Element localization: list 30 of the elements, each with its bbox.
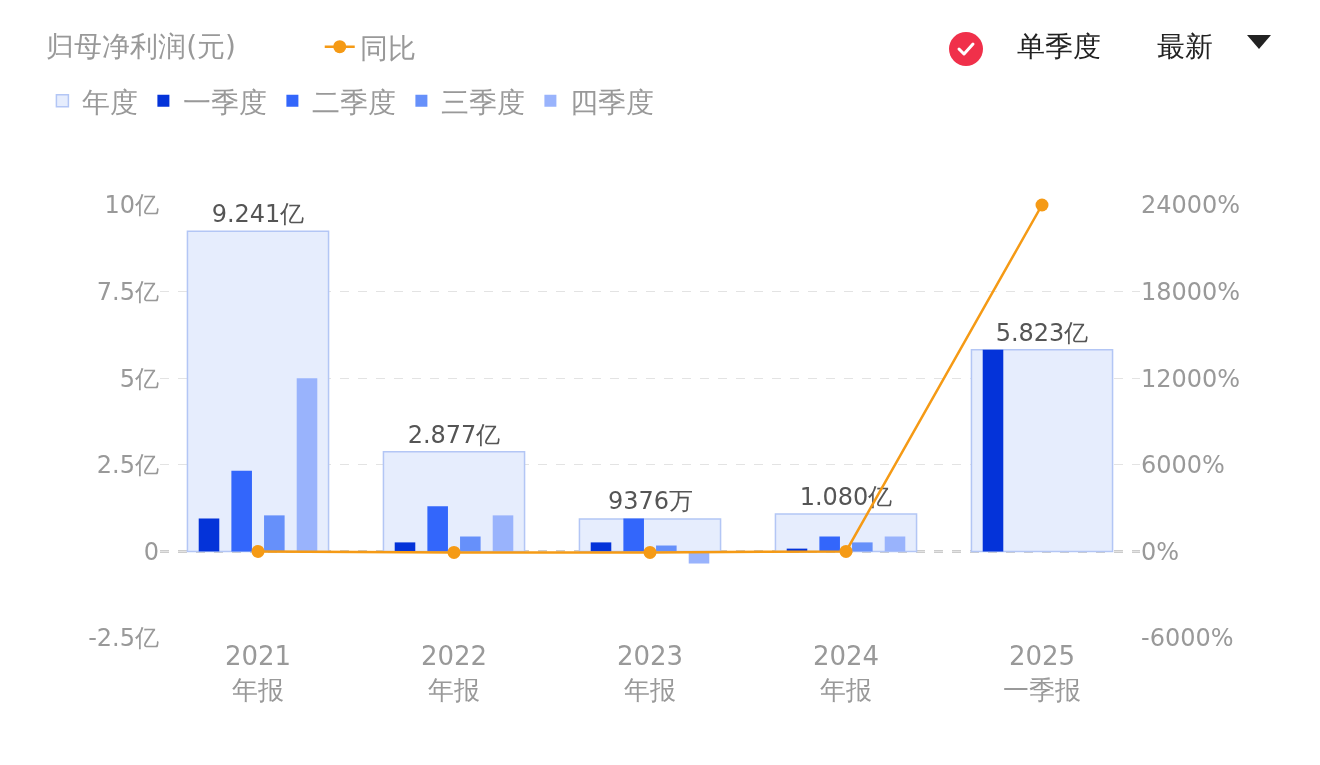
data-label: 5.823亿	[995, 318, 1089, 347]
legend-label: 四季度	[570, 85, 655, 119]
text: 单季度	[1017, 30, 1101, 63]
legend-label: 同比	[359, 31, 416, 65]
data-label: 9.241亿	[211, 200, 305, 229]
x-tick-label: 2022 年报	[420, 641, 488, 705]
data-label: 2.877亿	[407, 420, 501, 449]
legend-label: 二季度	[312, 85, 397, 119]
y2-tick-label: -6000%	[1141, 624, 1234, 653]
legend-label: 一季度	[183, 85, 268, 119]
y2-tick-label: 18000%	[1141, 278, 1241, 306]
y2-tick-label: 0%	[1141, 537, 1180, 566]
chart-title: 归母净利润(元)	[46, 30, 237, 64]
y-tick-label: -2.5亿	[88, 624, 159, 653]
y-tick-label: 10亿	[104, 191, 159, 220]
y-tick-label: 7.5亿	[96, 278, 159, 306]
x-tick-label: 2024 年报	[812, 641, 880, 705]
x-tick-label: 2025 一季报	[1003, 641, 1081, 705]
legend-label: 三季度	[441, 85, 526, 119]
annotation: 9376万	[608, 487, 694, 515]
legend-label: 年度	[82, 85, 139, 119]
y2-tick-label: 12000%	[1141, 364, 1241, 393]
y-tick-label: 2.5亿	[96, 451, 159, 480]
x-tick-label: 2023 年报	[616, 641, 684, 705]
y-tick-label: 5亿	[119, 364, 159, 393]
x-tick-label: 2021 年报	[224, 641, 292, 705]
y2-tick-label: 24000%	[1141, 191, 1241, 220]
text: 最新	[1157, 30, 1213, 63]
y-tick-label: 0	[143, 537, 159, 566]
y2-tick-label: 6000%	[1141, 451, 1225, 480]
